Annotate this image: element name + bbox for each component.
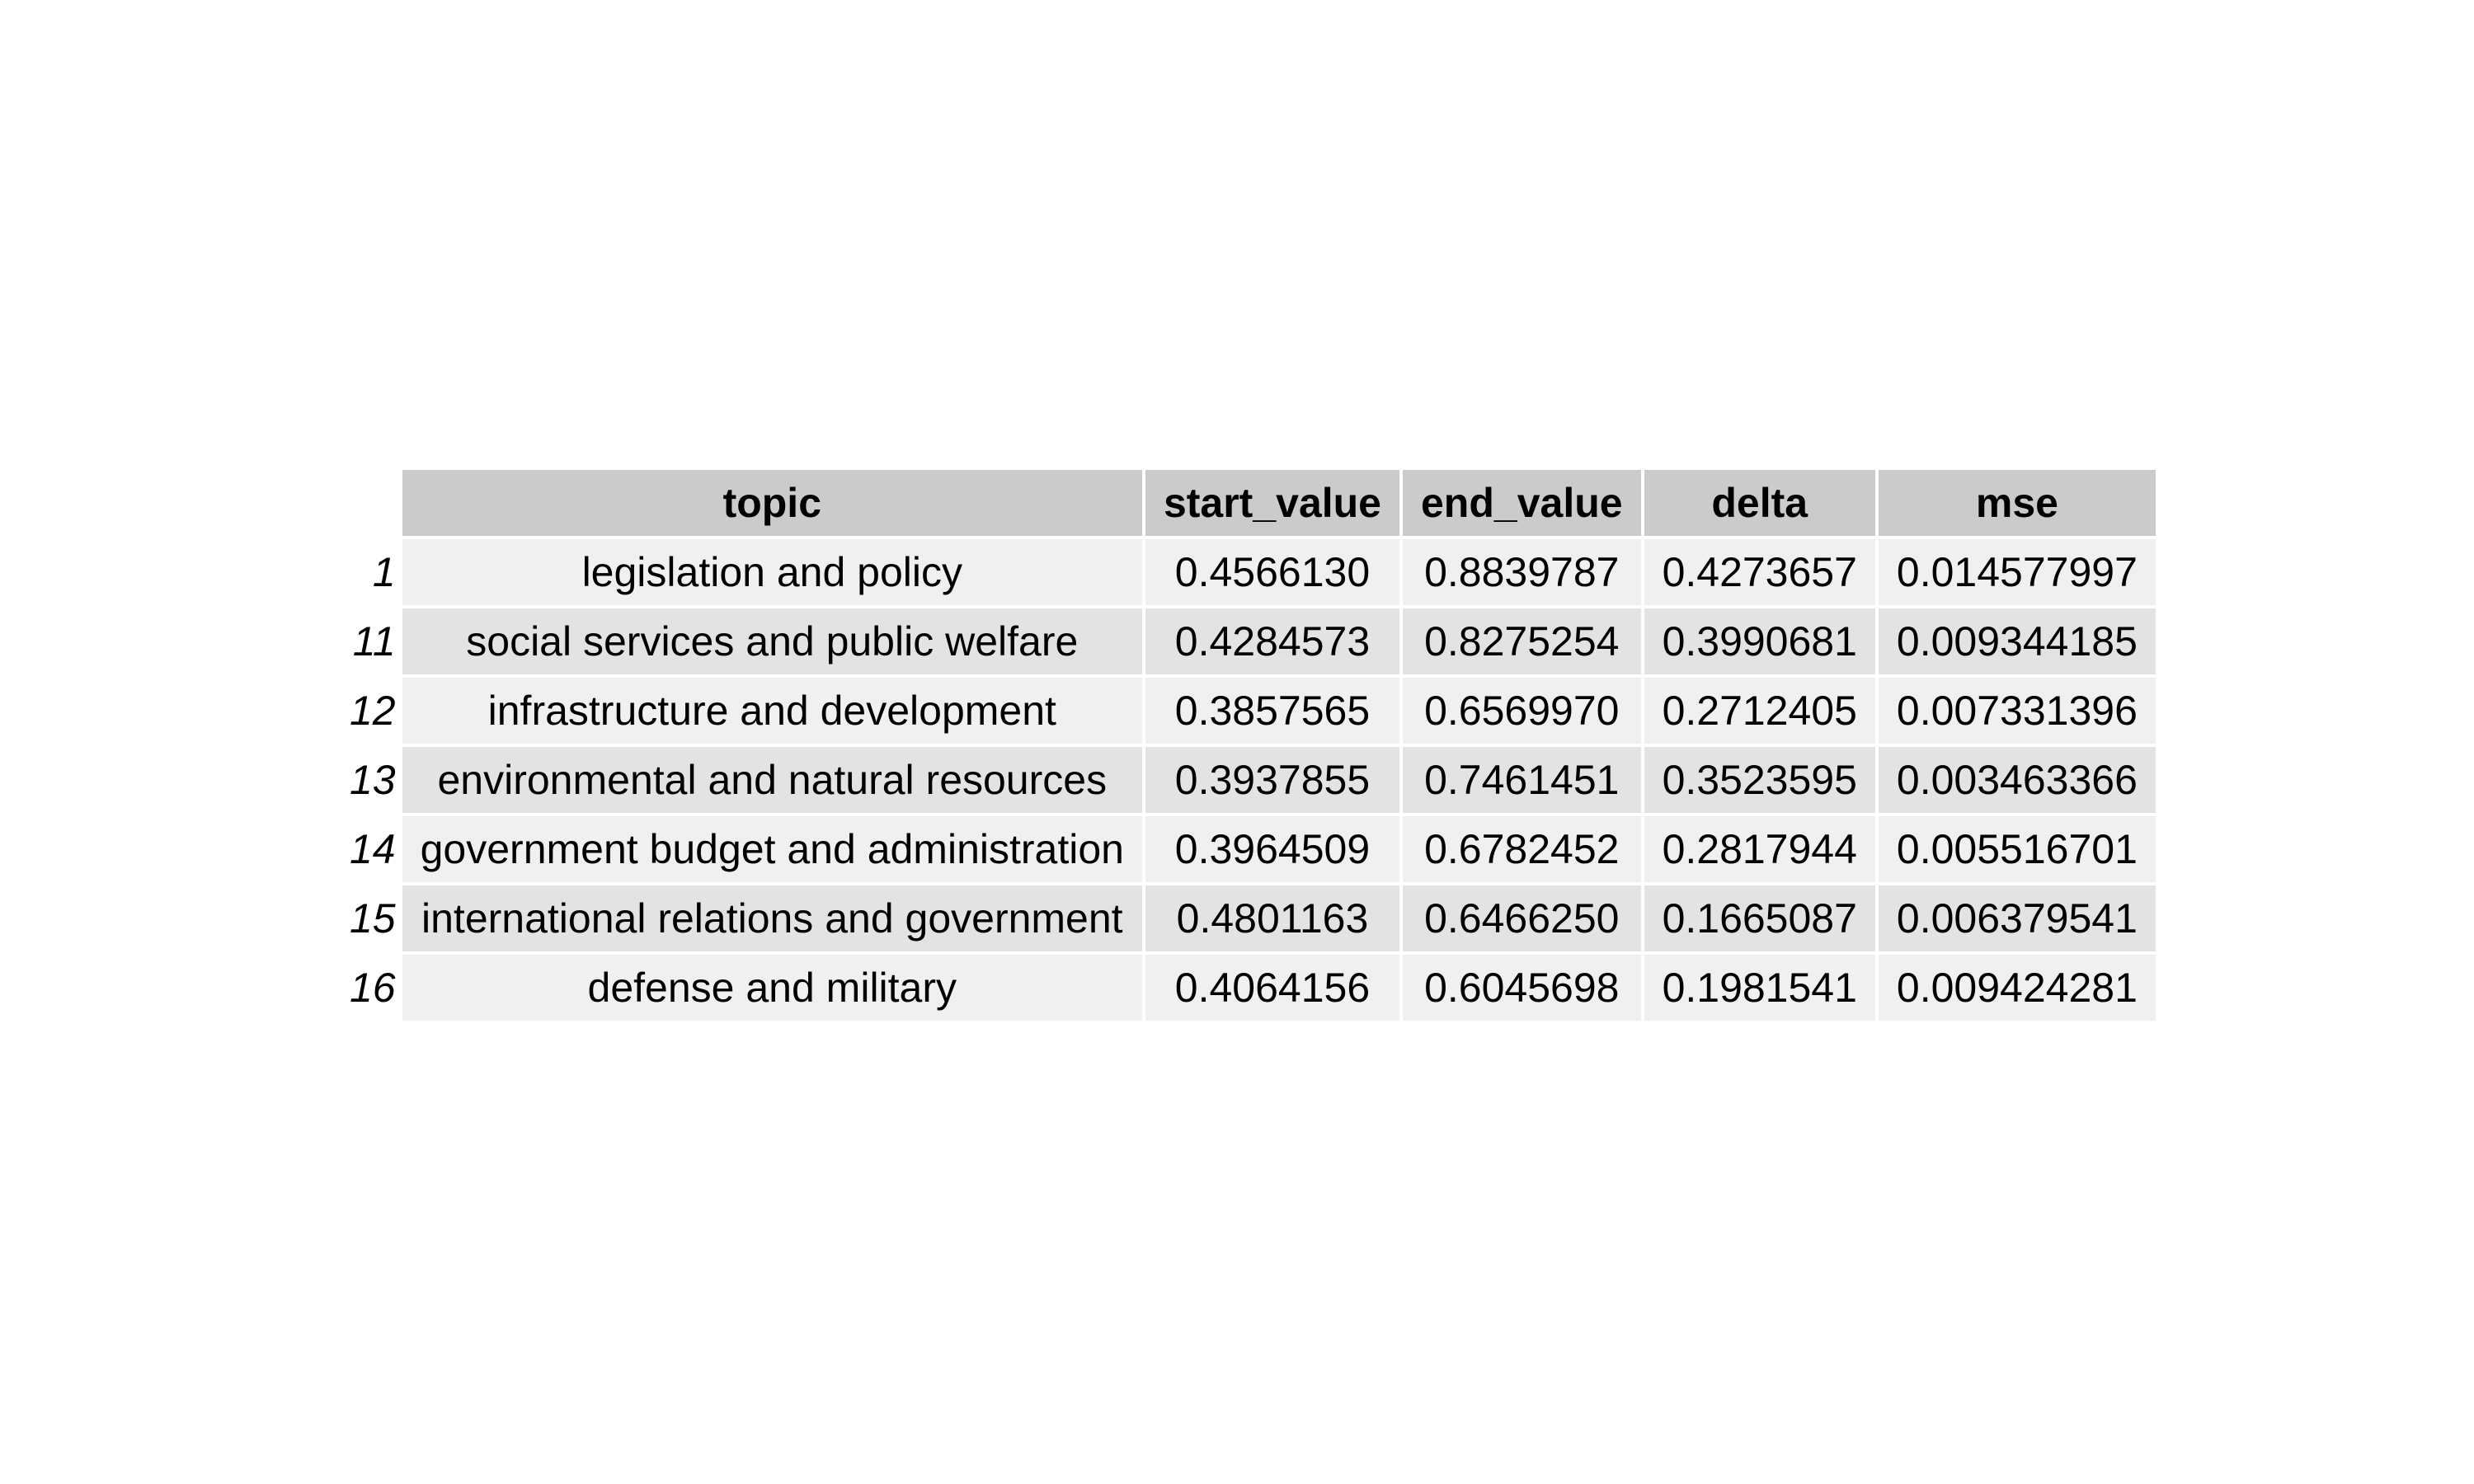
row-name: 13 bbox=[350, 757, 396, 803]
table-body: 1 legislation and policy 0.4566130 0.883978… bbox=[350, 539, 2156, 1021]
cell-topic: environmental and natural resources bbox=[402, 747, 1142, 813]
cell-mse: 0.003463366 bbox=[1878, 747, 2156, 813]
column-header-end-value: end_value bbox=[1403, 470, 1641, 536]
row-name: 15 bbox=[350, 895, 396, 942]
cell-start-value: 0.3964509 bbox=[1145, 816, 1399, 882]
cell-end-value: 0.6569970 bbox=[1403, 678, 1641, 744]
cell-mse: 0.009424281 bbox=[1878, 955, 2156, 1021]
cell-mse: 0.007331396 bbox=[1878, 678, 2156, 744]
cell-end-value: 0.8839787 bbox=[1403, 539, 1641, 605]
rowname-header bbox=[350, 470, 399, 536]
table-row: 14 government budget and administration 0.… bbox=[350, 816, 2156, 882]
cell-mse: 0.005516701 bbox=[1878, 816, 2156, 882]
cell-end-value: 0.8275254 bbox=[1403, 608, 1641, 674]
cell-start-value: 0.3857565 bbox=[1145, 678, 1399, 744]
header-row: topic start_value end_value delta mse bbox=[350, 470, 2156, 536]
cell-mse: 0.006379541 bbox=[1878, 885, 2156, 951]
cell-mse: 0.014577997 bbox=[1878, 539, 2156, 605]
cell-delta: 0.1981541 bbox=[1644, 955, 1875, 1021]
cell-topic: legislation and policy bbox=[402, 539, 1142, 605]
column-header-delta: delta bbox=[1644, 470, 1875, 536]
cell-delta: 0.3523595 bbox=[1644, 747, 1875, 813]
table-row: 1 legislation and policy 0.4566130 0.883978… bbox=[350, 539, 2156, 605]
row-name: 14 bbox=[350, 826, 396, 872]
cell-start-value: 0.4284573 bbox=[1145, 608, 1399, 674]
cell-mse: 0.009344185 bbox=[1878, 608, 2156, 674]
cell-delta: 0.4273657 bbox=[1644, 539, 1875, 605]
table-header: topic start_value end_value delta mse bbox=[350, 470, 2156, 536]
cell-topic: government budget and administration bbox=[402, 816, 1142, 882]
cell-end-value: 0.6782452 bbox=[1403, 816, 1641, 882]
cell-end-value: 0.7461451 bbox=[1403, 747, 1641, 813]
table-row: 13 environmental and natural resources 0.3… bbox=[350, 747, 2156, 813]
cell-topic: defense and military bbox=[402, 955, 1142, 1021]
row-name: 12 bbox=[350, 688, 396, 734]
column-header-start-value: start_value bbox=[1145, 470, 1399, 536]
cell-delta: 0.1665087 bbox=[1644, 885, 1875, 951]
cell-end-value: 0.6466250 bbox=[1403, 885, 1641, 951]
cell-end-value: 0.6045698 bbox=[1403, 955, 1641, 1021]
table-row: 16 defense and military 0.4064156 0.6045698… bbox=[350, 955, 2156, 1021]
cell-start-value: 0.4064156 bbox=[1145, 955, 1399, 1021]
cell-topic: international relations and government bbox=[402, 885, 1142, 951]
row-name: 11 bbox=[352, 618, 396, 665]
column-header-mse: mse bbox=[1878, 470, 2156, 536]
cell-delta: 0.2817944 bbox=[1644, 816, 1875, 882]
table-row: 12 infrastructure and development 0.385756… bbox=[350, 678, 2156, 744]
cell-topic: social services and public welfare bbox=[402, 608, 1142, 674]
table-row: 15 international relations and government… bbox=[350, 885, 2156, 951]
cell-start-value: 0.4566130 bbox=[1145, 539, 1399, 605]
row-name: 1 bbox=[372, 549, 396, 595]
table-row: 11 social services and public welfare 0.42… bbox=[350, 608, 2156, 674]
row-name: 16 bbox=[350, 965, 396, 1011]
cell-delta: 0.2712405 bbox=[1644, 678, 1875, 744]
cell-topic: infrastructure and development bbox=[402, 678, 1142, 744]
column-header-topic: topic bbox=[402, 470, 1142, 536]
cell-start-value: 0.4801163 bbox=[1145, 885, 1399, 951]
cell-start-value: 0.3937855 bbox=[1145, 747, 1399, 813]
cell-delta: 0.3990681 bbox=[1644, 608, 1875, 674]
